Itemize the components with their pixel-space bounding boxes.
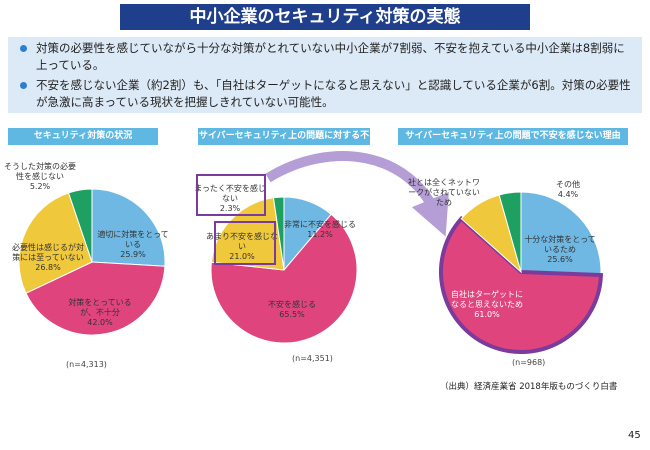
category-label: 自社はターゲットになると思えないため — [451, 290, 523, 309]
category-label: その他 — [556, 180, 580, 189]
category-label: 適切に対策をとっている — [97, 230, 169, 249]
source: （出典）経済産業省 2018年版ものづくり白書 — [440, 382, 618, 392]
pie-slice — [210, 213, 358, 344]
value-label: 21.0% — [229, 252, 255, 261]
pie-slice — [25, 261, 166, 336]
slice-label: 不安を感じる 65.5% — [254, 300, 330, 320]
category-label: 非常に不安を感じる — [284, 220, 356, 229]
category-label: まったく不安を感じない — [194, 184, 266, 203]
slice-label: あまり不安を感じない 21.0% — [204, 232, 280, 262]
value-label: 2.3% — [219, 204, 241, 213]
category-label: 不安を感じる — [268, 300, 316, 309]
value-label: 26.8% — [35, 263, 61, 272]
slice-label: その他 4.4% — [530, 180, 606, 200]
slice-label: そうした対策の必要性を感じない 5.2% — [2, 162, 78, 192]
sample-size: (n=968) — [512, 358, 546, 367]
category-label: そうした対策の必要性を感じない — [4, 162, 76, 181]
bullet: 対策の必要性を感じていながら十分な対策がとれていない中小企業が7割弱、不安を抱え… — [8, 40, 642, 74]
chart-title: セキュリティ対策の状況 — [8, 128, 158, 145]
category-label: あまり不安を感じない — [206, 232, 278, 251]
slide-title: 中小企業のセキュリティ対策の実態 — [120, 4, 530, 30]
slice-label: まったく不安を感じない 2.3% — [192, 184, 268, 214]
value-label: 65.5% — [279, 310, 305, 319]
category-label: 対策をとっているが、不十分 — [68, 298, 132, 317]
arrow — [265, 151, 449, 237]
value-label: 25.6% — [547, 255, 573, 264]
pie-slice — [520, 191, 602, 276]
pie-slice — [67, 188, 93, 263]
slice-label: 対策をとっているが、不十分 42.0% — [62, 298, 138, 328]
slice-label: 社とは全くネットワークがされていないため — [406, 178, 482, 208]
category-label: 社とは全くネットワークがされていないため — [408, 178, 480, 207]
chart-title: サイバーセキュリティ上の問題に対する不安 — [198, 128, 370, 158]
value-label: 61.0% — [474, 310, 500, 319]
pie-slice — [91, 188, 166, 267]
slice-label: 自社はターゲットになると思えないため 61.0% — [449, 290, 525, 320]
bullet-box: 対策の必要性を感じていながら十分な対策がとれていない中小企業が7割弱、不安を抱え… — [8, 37, 642, 113]
category-label: 十分な対策をとっているため — [524, 235, 596, 254]
slice-label: 必要性は感じるが対策には至っていない 26.8% — [10, 243, 86, 273]
bullet: 不安を感じない企業（約2割）も、「自社はターゲットになると思えない」と認識してい… — [8, 77, 642, 111]
pie-slice — [498, 191, 522, 273]
pie-slice — [18, 192, 93, 294]
pie-slice — [438, 215, 604, 354]
pie-slice — [272, 196, 285, 271]
chart-title: サイバーセキュリティ上の問題で不安を感じない理由 — [398, 128, 628, 145]
slice-label: 十分な対策をとっているため 25.6% — [522, 235, 598, 265]
page-number: 45 — [628, 430, 641, 441]
value-label: 5.2% — [29, 182, 51, 191]
highlight-box — [196, 174, 266, 216]
value-label: 42.0% — [87, 318, 113, 327]
value-label: 4.4% — [557, 190, 579, 199]
slice-label: 非常に不安を感じる 11.2% — [282, 220, 358, 240]
sample-size: (n=4,351) — [292, 354, 333, 363]
category-label: 必要性は感じるが対策には至っていない — [12, 243, 84, 262]
slice-label: 適切に対策をとっている 25.9% — [95, 230, 171, 260]
value-label: 11.2% — [307, 230, 333, 239]
sample-size: (n=4,313) — [66, 360, 107, 369]
value-label: 25.9% — [120, 250, 146, 259]
highlight-box — [214, 221, 276, 265]
